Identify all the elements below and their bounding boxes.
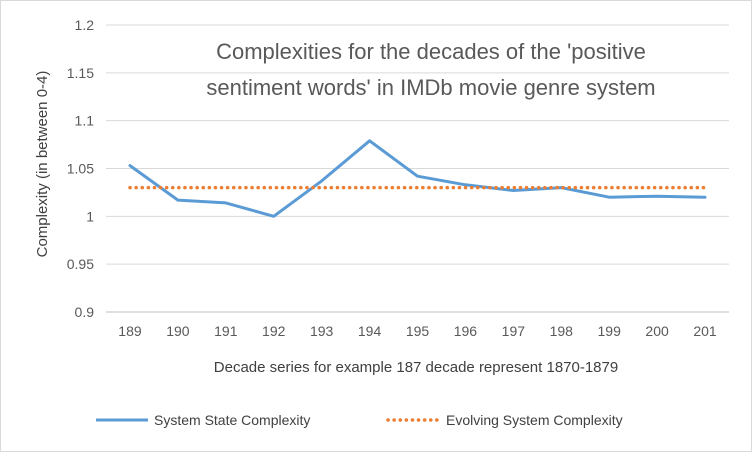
legend-label: System State Complexity: [154, 412, 310, 428]
series-lines: [128, 139, 707, 218]
y-tick-label: 1: [86, 208, 94, 224]
y-tick-label: 1.2: [75, 17, 95, 33]
x-axis-ticks: 189 190 191 192 193 194 195 196 197 198 199 200 201: [118, 323, 717, 339]
y-axis-title: Complexity (in between 0-4): [34, 71, 51, 258]
x-tick-label: 193: [310, 323, 334, 339]
x-tick-label: 197: [502, 323, 526, 339]
x-tick-label: 194: [358, 323, 382, 339]
x-tick-label: 199: [598, 323, 622, 339]
y-tick-label: 1.05: [67, 161, 94, 177]
chart-title-line-1: Complexities for the decades of the 'pos…: [216, 39, 646, 64]
chart-title-line-2: sentiment words' in IMDb movie genre sys…: [206, 75, 655, 100]
legend-label: Evolving System Complexity: [446, 412, 623, 428]
x-tick-label: 196: [454, 323, 478, 339]
x-tick-label: 190: [166, 323, 190, 339]
state-complexity-line: [128, 139, 707, 218]
x-tick-label: 200: [645, 323, 669, 339]
y-tick-label: 0.9: [75, 304, 95, 320]
y-tick-label: 0.95: [67, 256, 94, 272]
x-axis-title: Decade series for example 187 decade rep…: [214, 359, 618, 376]
x-tick-label: 195: [406, 323, 430, 339]
x-tick-label: 191: [214, 323, 238, 339]
y-tick-label: 1.15: [67, 65, 94, 81]
y-tick-label: 1.1: [75, 113, 95, 129]
x-tick-label: 192: [262, 323, 286, 339]
x-tick-label: 201: [693, 323, 717, 339]
x-tick-label: 198: [550, 323, 574, 339]
gridlines: [106, 24, 729, 313]
y-axis-ticks: 0.9 0.95 1 1.05 1.1 1.15 1.2: [67, 17, 94, 320]
legend: System State Complexity Evolving System C…: [96, 412, 623, 428]
x-tick-label: 189: [118, 323, 142, 339]
